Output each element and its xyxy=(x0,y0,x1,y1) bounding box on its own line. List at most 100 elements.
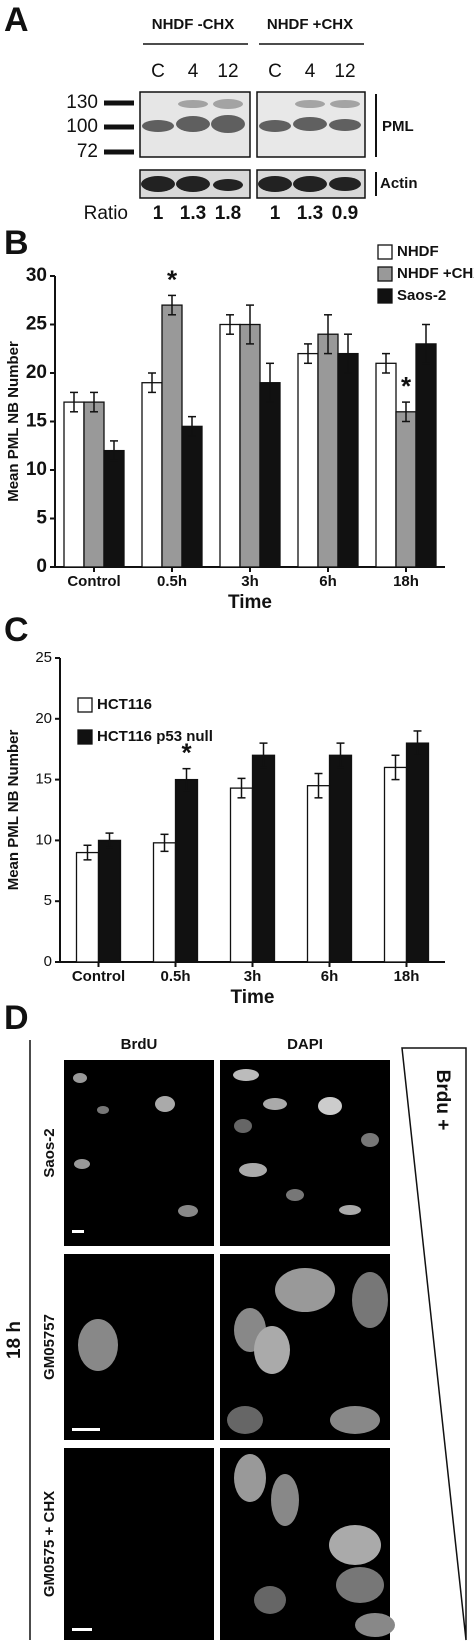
bar xyxy=(152,842,177,963)
error-bar xyxy=(391,754,400,781)
legend-swatch xyxy=(77,697,93,713)
bar xyxy=(375,362,397,568)
panel-label: B xyxy=(4,224,29,262)
legend-label: HCT116 p53 null xyxy=(97,728,213,745)
column-label: DAPI xyxy=(287,1036,323,1053)
micrographs xyxy=(64,1060,395,1640)
bar xyxy=(337,352,359,568)
bar xyxy=(83,401,105,568)
y-tick-label: 10 xyxy=(26,459,47,480)
error-bar xyxy=(413,730,422,757)
y-tick-label: 30 xyxy=(26,265,47,286)
annotation: * xyxy=(401,371,412,401)
error-bar xyxy=(304,343,312,365)
ratio-value: 1.8 xyxy=(215,203,241,224)
bar xyxy=(229,787,254,963)
x-axis-label: Time xyxy=(228,592,272,613)
y-tick-label: 5 xyxy=(36,508,47,529)
lane-label: C xyxy=(268,61,282,82)
y-axis-label: Mean PML NB Number xyxy=(5,341,22,502)
panel-label: A xyxy=(4,1,29,39)
bar xyxy=(317,333,339,568)
legend-swatch xyxy=(377,288,393,304)
bar xyxy=(306,785,331,963)
x-axis-label: Time xyxy=(230,987,274,1008)
error-bar xyxy=(188,415,196,437)
bar xyxy=(259,382,281,568)
error-bar xyxy=(182,767,191,792)
bar xyxy=(97,839,122,963)
y-tick-label: 15 xyxy=(26,411,48,432)
error-bar xyxy=(246,304,254,345)
y-tick-label: 15 xyxy=(35,771,52,788)
x-tick-label: 6h xyxy=(321,968,339,985)
error-bar xyxy=(105,832,114,849)
row-label: GM05757 xyxy=(41,1314,58,1380)
scale-bars xyxy=(72,1230,100,1631)
x-tick-label: 3h xyxy=(241,573,259,590)
ratio-value: 1.3 xyxy=(297,203,323,224)
error-bar xyxy=(314,772,323,799)
gradient-label: Brdu + xyxy=(432,1070,453,1131)
error-bar xyxy=(237,777,246,799)
error-bar xyxy=(266,362,274,403)
bar xyxy=(141,382,163,568)
bar xyxy=(405,742,430,963)
legend-swatch xyxy=(77,729,93,745)
annotation: * xyxy=(167,264,178,294)
legend-swatch xyxy=(377,266,393,282)
error-bar xyxy=(168,294,176,316)
panel-label: D xyxy=(4,999,29,1037)
error-bar xyxy=(148,372,156,394)
row-label: Saos-2 xyxy=(41,1128,58,1177)
group-label: NHDF -CHX xyxy=(152,16,235,33)
legend-swatch xyxy=(377,244,393,260)
x-tick-label: 6h xyxy=(319,573,337,590)
bar xyxy=(297,352,319,568)
error-bar xyxy=(336,742,345,769)
bar xyxy=(328,754,353,963)
error-bar xyxy=(70,391,78,413)
legend-label: HCT116 xyxy=(97,696,152,713)
error-bar xyxy=(402,401,410,423)
ratio-value: 1.3 xyxy=(180,203,206,224)
marker-label: 100 xyxy=(66,116,98,137)
blot-actin xyxy=(139,169,366,199)
y-tick-label: 20 xyxy=(26,362,47,383)
x-tick-label: 0.5h xyxy=(157,573,187,590)
band-label: PML xyxy=(382,118,414,135)
time-label: 18 h xyxy=(4,1321,25,1359)
column-label: BrdU xyxy=(121,1036,158,1053)
y-axis-label: Mean PML NB Number xyxy=(5,730,22,891)
group-label: NHDF +CHX xyxy=(267,16,353,33)
bar xyxy=(383,766,408,963)
bar xyxy=(239,323,261,568)
annotation: * xyxy=(181,738,192,768)
lane-label: C xyxy=(151,61,165,82)
error-bar xyxy=(90,391,98,413)
x-tick-label: Control xyxy=(72,968,125,985)
x-tick-label: 18h xyxy=(393,573,419,590)
y-tick-label: 25 xyxy=(26,314,48,335)
gradient-triangle xyxy=(401,1047,467,1641)
bar xyxy=(63,401,85,568)
bar xyxy=(174,778,199,963)
error-bar xyxy=(422,323,430,365)
marker-label: 72 xyxy=(77,141,98,162)
bar xyxy=(395,411,417,568)
marker-label: 130 xyxy=(66,92,98,113)
error-bar xyxy=(110,440,118,462)
bar xyxy=(161,304,183,568)
lane-label: 4 xyxy=(305,61,316,82)
blot-pml xyxy=(139,91,366,158)
y-tick-label: 5 xyxy=(44,892,52,909)
y-tick-label: 10 xyxy=(35,831,52,848)
ratio-value: 0.9 xyxy=(332,203,358,224)
ratio-value: 1 xyxy=(270,203,281,224)
legend-label: Saos-2 xyxy=(397,287,446,304)
y-tick-label: 0 xyxy=(36,556,47,577)
bar xyxy=(103,449,125,568)
bar xyxy=(251,754,276,963)
marker-ticks xyxy=(104,100,134,155)
